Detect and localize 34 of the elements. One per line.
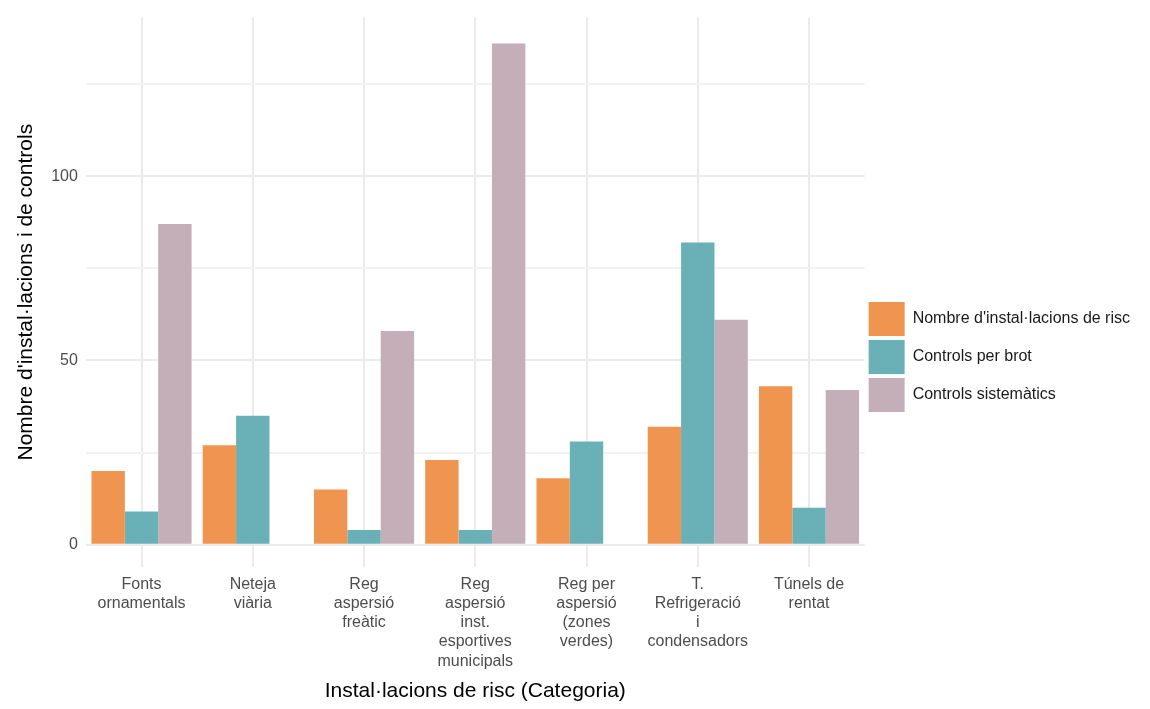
bar [758, 386, 793, 544]
bar [158, 224, 192, 544]
bar [236, 415, 270, 544]
bar [458, 529, 492, 544]
x-tick-label: T. Refrigeració i condensadors [647, 574, 749, 650]
legend-label: Nombre d'instal·lacions de risc [912, 309, 1130, 327]
x-tick-label: Túnels de rentat [773, 574, 845, 612]
bar [536, 478, 570, 544]
bar [569, 441, 604, 544]
x-tick-label: Reg aspersió freàtic [333, 574, 395, 631]
bar [425, 459, 459, 544]
y-tick-label: 0 [68, 535, 78, 553]
bar [681, 242, 715, 544]
y-axis-title: Nombre d'instal·lacions i de controls [13, 123, 37, 461]
bar [647, 426, 682, 544]
legend-label: Controls per brot [912, 347, 1033, 365]
y-tick-label: 50 [60, 350, 78, 368]
y-tick-label: 100 [51, 166, 78, 184]
bar [91, 470, 125, 544]
x-tick-label: Fonts ornamentals [97, 574, 186, 612]
bar [124, 511, 159, 544]
bar [313, 489, 348, 544]
bar [202, 445, 237, 544]
x-tick-label: Neteja viària [229, 574, 276, 612]
bar [347, 529, 381, 544]
x-tick-label: Reg per aspersió (zones verdes) [556, 574, 617, 650]
bar [491, 43, 526, 544]
bar [825, 389, 860, 544]
x-tick-label: Reg aspersió inst. esportives municipals [437, 574, 514, 669]
bar [792, 507, 826, 544]
bar [714, 319, 748, 544]
bar [380, 330, 415, 544]
legend-label: Controls sistemàtics [912, 385, 1056, 403]
x-axis-title: Instal·lacions de risc (Categoria) [324, 678, 626, 702]
